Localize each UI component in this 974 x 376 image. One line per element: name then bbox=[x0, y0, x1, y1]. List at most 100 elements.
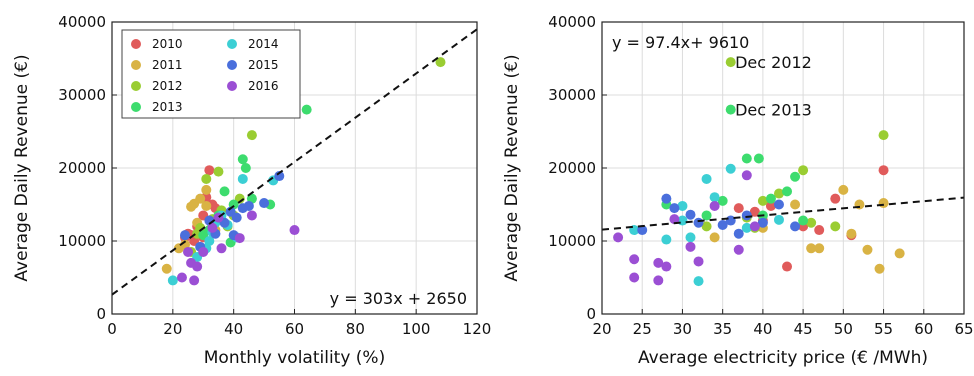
point-2016 bbox=[183, 246, 194, 257]
point-2011 bbox=[838, 184, 849, 195]
legend-label-2010: 2010 bbox=[152, 37, 183, 51]
legend-marker-2014 bbox=[227, 39, 237, 49]
regression-line bbox=[112, 28, 477, 296]
point-2015 bbox=[669, 203, 680, 214]
point-2010 bbox=[878, 165, 889, 176]
point-2012 bbox=[213, 166, 224, 177]
point-2016 bbox=[733, 244, 744, 255]
x-axis-label: Monthly volatility (%) bbox=[204, 348, 385, 368]
point-2016 bbox=[653, 257, 664, 268]
point-2013 bbox=[701, 210, 712, 221]
point-2015 bbox=[693, 217, 704, 228]
point-2016 bbox=[246, 210, 257, 221]
legend-marker-2011 bbox=[131, 60, 141, 70]
point-2014 bbox=[677, 200, 688, 211]
point-2016 bbox=[192, 261, 203, 272]
tick-label-x: 60 bbox=[914, 320, 933, 338]
point-2015 bbox=[661, 193, 672, 204]
tick-label-x: 40 bbox=[224, 320, 243, 338]
point-annotation: Dec 2013 bbox=[735, 101, 812, 120]
fit-equation: y = 97.4x+ 9610 bbox=[612, 33, 749, 52]
point-2011 bbox=[814, 243, 825, 254]
point-2012 bbox=[725, 57, 736, 68]
point-2016 bbox=[189, 275, 200, 286]
point-2014 bbox=[709, 192, 720, 203]
legend-label-2012: 2012 bbox=[152, 79, 183, 93]
tick-label-x: 30 bbox=[673, 320, 692, 338]
point-2012 bbox=[246, 130, 257, 141]
point-2016 bbox=[693, 256, 704, 267]
tick-label-x: 100 bbox=[402, 320, 431, 338]
point-2012 bbox=[757, 195, 768, 206]
point-2014 bbox=[741, 222, 752, 233]
point-2015 bbox=[180, 230, 190, 241]
regression-line bbox=[602, 196, 964, 231]
point-2011 bbox=[874, 263, 885, 274]
point-2016 bbox=[629, 254, 640, 265]
point-2011 bbox=[846, 228, 857, 239]
tick-label-x: 35 bbox=[713, 320, 732, 338]
point-2014 bbox=[701, 173, 712, 184]
point-2016 bbox=[741, 170, 752, 181]
point-2016 bbox=[669, 214, 680, 225]
tick-label-y: 0 bbox=[96, 305, 106, 323]
legend-marker-2010 bbox=[131, 39, 141, 49]
point-2013 bbox=[301, 104, 312, 115]
point-2011 bbox=[201, 184, 212, 195]
point-2012 bbox=[435, 57, 446, 68]
data-points bbox=[161, 57, 446, 286]
legend-label-2016: 2016 bbox=[248, 79, 279, 93]
point-2014 bbox=[693, 276, 704, 287]
point-2013 bbox=[717, 195, 728, 206]
chart-right-price: 20 25 30 35 40 45 50 55 60 65 0 10000 20000 30000 4000… bbox=[502, 13, 974, 368]
x-axis-label: Average electricity price (€ /MWh) bbox=[638, 348, 928, 368]
point-2013 bbox=[237, 154, 248, 165]
point-2015 bbox=[274, 171, 285, 182]
point-2016 bbox=[198, 246, 209, 257]
tick-label-x: 20 bbox=[163, 320, 182, 338]
point-2011 bbox=[806, 243, 817, 254]
point-2013 bbox=[765, 193, 776, 204]
tick-label-x: 65 bbox=[954, 320, 973, 338]
point-2016 bbox=[207, 222, 218, 233]
tick-label-y: 40000 bbox=[548, 13, 596, 31]
point-2010 bbox=[814, 225, 825, 236]
point-2013 bbox=[741, 153, 752, 164]
legend-marker-2013 bbox=[131, 102, 141, 112]
y-axis-label: Average Daily Revenue (€) bbox=[12, 54, 32, 281]
point-2013 bbox=[798, 215, 809, 226]
point-2016 bbox=[613, 232, 624, 243]
chart-left-volatility: 0 20 40 60 80 100 120 0 10000 20000 30000 40000 Mont… bbox=[12, 13, 491, 368]
point-2013 bbox=[219, 186, 230, 197]
legend: 2010 2011 2012 2013 2014 2015 2016 bbox=[121, 29, 301, 119]
point-annotation: Dec 2012 bbox=[735, 53, 812, 72]
tick-label-x: 80 bbox=[346, 320, 365, 338]
tick-label-y: 20000 bbox=[58, 159, 106, 177]
point-2013 bbox=[782, 186, 793, 197]
tick-label-x: 0 bbox=[107, 320, 117, 338]
point-2010 bbox=[782, 261, 793, 272]
tick-label-x: 25 bbox=[633, 320, 652, 338]
point-2014 bbox=[773, 214, 784, 225]
legend-marker-2012 bbox=[131, 81, 141, 91]
point-2015 bbox=[773, 199, 784, 210]
tick-label-x: 55 bbox=[874, 320, 893, 338]
point-2011 bbox=[195, 193, 206, 204]
point-2012 bbox=[773, 188, 784, 199]
point-2016 bbox=[709, 200, 720, 211]
tick-label-x: 45 bbox=[794, 320, 813, 338]
legend-box bbox=[121, 29, 301, 119]
point-2011 bbox=[201, 200, 212, 211]
legend-label-2015: 2015 bbox=[248, 58, 279, 72]
point-2014 bbox=[661, 234, 672, 245]
point-2016 bbox=[176, 272, 187, 283]
point-2016 bbox=[685, 241, 696, 252]
legend-label-2014: 2014 bbox=[248, 37, 279, 51]
tick-label-y: 40000 bbox=[58, 13, 106, 31]
tick-label-y: 10000 bbox=[548, 232, 596, 250]
legend-marker-2015 bbox=[227, 60, 237, 70]
point-2010 bbox=[733, 203, 744, 214]
fit-equation: y = 303x + 2650 bbox=[330, 289, 467, 308]
point-2015 bbox=[757, 217, 768, 228]
